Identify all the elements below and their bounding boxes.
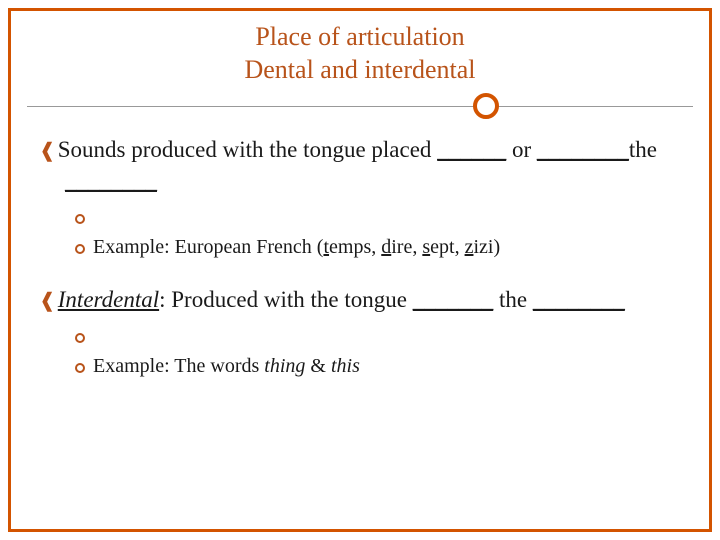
bullet-level-2 xyxy=(39,202,681,232)
bullet-level-1: ❰Sounds produced with the tongue placed … xyxy=(39,134,681,196)
bullet-level-2: Example: European French (temps, dire, s… xyxy=(39,232,681,262)
text-run: the xyxy=(629,137,657,162)
title-divider xyxy=(11,92,709,120)
text-run: emps, xyxy=(329,236,381,258)
bullet-level-2 xyxy=(39,321,681,351)
text-run: this xyxy=(331,355,360,377)
hollow-circle-icon xyxy=(75,333,85,343)
text-run: Example: The words xyxy=(93,355,264,377)
text-run: the xyxy=(493,287,533,312)
title-line-1: Place of articulation xyxy=(11,21,709,54)
title-line-2: Dental and interdental xyxy=(11,54,709,87)
text-run: ept, xyxy=(430,236,464,258)
text-run: ________ xyxy=(533,287,625,312)
text-run: : Produced with the tongue xyxy=(159,287,413,312)
slide-frame: Place of articulation Dental and interde… xyxy=(8,8,712,532)
hollow-circle-icon xyxy=(75,244,85,254)
slide-title: Place of articulation Dental and interde… xyxy=(11,11,709,86)
text-run: & xyxy=(305,355,331,377)
text-run: thing xyxy=(264,355,305,377)
hollow-circle-icon xyxy=(75,363,85,373)
text-run: or xyxy=(506,137,537,162)
divider-circle-icon xyxy=(473,93,499,119)
text-run: s xyxy=(422,236,430,258)
bullet-level-2: Example: The words thing & this xyxy=(39,351,681,381)
text-run: Interdental xyxy=(58,287,159,312)
spacer xyxy=(39,262,681,284)
text-run: ________ xyxy=(65,168,157,193)
script-bullet-icon: ❰ xyxy=(39,140,58,162)
text-run: Example: European French ( xyxy=(93,236,323,258)
text-run: ________ xyxy=(537,137,629,162)
text-run: ire, xyxy=(391,236,422,258)
text-run: _______ xyxy=(413,287,494,312)
hollow-circle-icon xyxy=(75,214,85,224)
divider-line xyxy=(27,106,693,107)
text-run: Sounds produced with the tongue placed xyxy=(58,137,437,162)
script-bullet-icon: ❰ xyxy=(39,290,58,312)
text-run: ______ xyxy=(437,137,506,162)
bullet-level-1: ❰Interdental: Produced with the tongue _… xyxy=(39,284,681,315)
text-run: d xyxy=(381,236,391,258)
slide-body: ❰Sounds produced with the tongue placed … xyxy=(11,120,709,381)
text-run: izi) xyxy=(473,236,500,258)
